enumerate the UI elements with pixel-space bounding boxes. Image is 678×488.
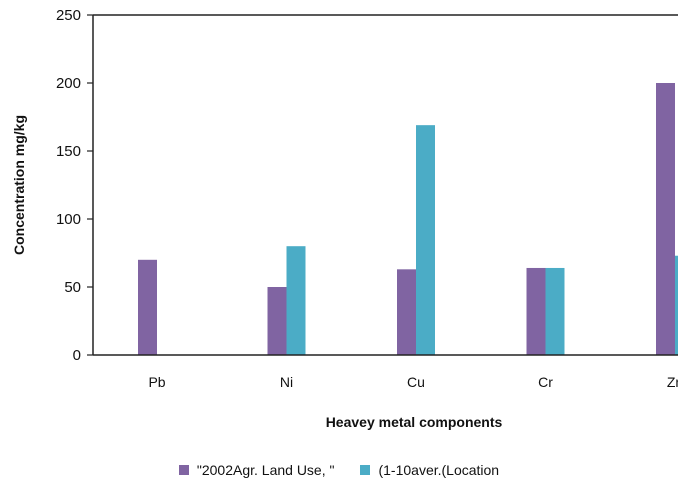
x-tick-label-cu: Cu xyxy=(407,374,425,390)
legend-swatch xyxy=(360,465,371,475)
x-tick-label-zn: Zn xyxy=(667,374,678,390)
x-tick-label-ni: Ni xyxy=(280,374,293,390)
x-axis-title: Heavey metal components xyxy=(326,414,503,430)
bar-ni-series-1 xyxy=(267,287,287,355)
y-tick-label: 200 xyxy=(56,75,81,92)
y-tick-label: 150 xyxy=(56,143,81,160)
bars xyxy=(138,83,678,355)
legend: "2002Agr. Land Use, " (1-10aver.(Location xyxy=(0,460,678,480)
y-axis-ticks: 0 50 100 150 200 250 xyxy=(56,7,93,364)
legend-label: (1-10aver.(Location xyxy=(378,462,500,478)
y-tick-label: 250 xyxy=(56,7,81,24)
y-axis-title: Concentration mg/kg xyxy=(11,115,27,255)
bar-cr-series-1 xyxy=(526,267,546,355)
legend-item-2: (1-10aver.(Location xyxy=(360,462,499,478)
bar-ni-series-2 xyxy=(286,246,306,355)
bar-zn-series-1 xyxy=(656,83,675,355)
y-tick-label: 0 xyxy=(73,347,81,364)
x-tick-label-cr: Cr xyxy=(538,374,553,390)
x-axis-category-labels: Pb Ni Cu Cr Zn xyxy=(148,374,678,390)
bar-cu-series-1 xyxy=(397,269,416,355)
x-tick-label-pb: Pb xyxy=(148,374,165,390)
bar-zn-series-2 xyxy=(675,255,678,355)
bar-cu-series-2 xyxy=(416,125,435,355)
legend-swatch xyxy=(178,465,189,475)
legend-label: "2002Agr. Land Use, " xyxy=(196,462,335,478)
y-tick-label: 100 xyxy=(56,211,81,228)
bar-pb-series-1 xyxy=(138,259,157,355)
bar-cr-series-2 xyxy=(545,267,565,355)
legend-item-1: "2002Agr. Land Use, " xyxy=(178,462,335,478)
y-tick-label: 50 xyxy=(64,279,81,296)
